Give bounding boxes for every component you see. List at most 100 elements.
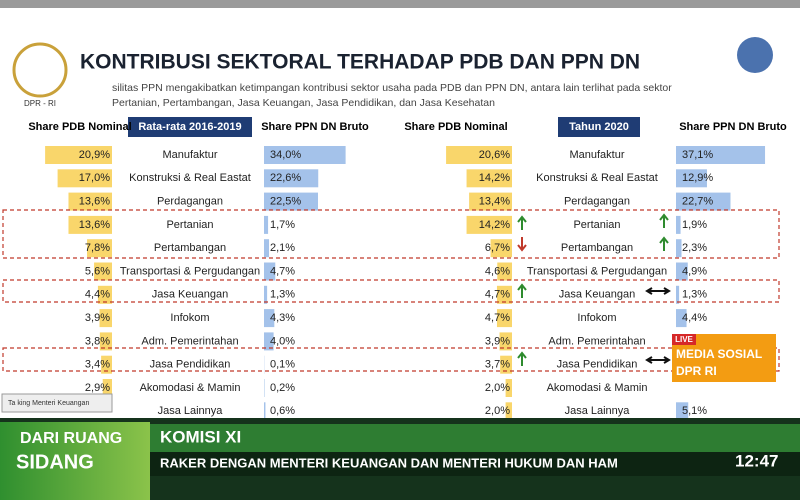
sector-label: Akomodasi & Mamin: [547, 382, 648, 394]
ppn-label: 12,9%: [682, 172, 713, 184]
column-header: Rata-rata 2016-2019: [138, 121, 241, 133]
pdb-label: 2,0%: [485, 405, 510, 417]
pdb-bar: [68, 192, 112, 211]
pdb-bar: [496, 309, 512, 328]
ppn-bar: [676, 309, 687, 328]
pdb-label: 2,0%: [485, 382, 510, 394]
pdb-label: 4,7%: [485, 312, 510, 324]
top-border: [0, 0, 800, 8]
pdb-label: 3,4%: [85, 359, 110, 371]
sector-label: Jasa Lainnya: [565, 405, 631, 417]
ppn-label: 4,7%: [270, 265, 295, 277]
sector-label: Jasa Pendidikan: [557, 359, 638, 371]
pdb-label: 14,2%: [479, 172, 510, 184]
pdb-label: 3,9%: [85, 312, 110, 324]
pdb-bar: [68, 215, 112, 234]
ppn-label: 2,3%: [682, 242, 707, 254]
ppn-bar: [264, 332, 274, 351]
sector-label: Adm. Pemerintahan: [141, 335, 238, 347]
ppn-bar: [264, 192, 318, 211]
pdb-bar: [446, 146, 512, 164]
arrow-up: [517, 351, 527, 366]
sector-label: Adm. Pemerintahan: [548, 335, 645, 347]
ppn-bar: [264, 169, 319, 188]
ppn-bar: [264, 146, 346, 164]
sector-label: Manufaktur: [569, 149, 624, 161]
column-header: Share PDB Nominal: [28, 121, 131, 133]
sector-label: Akomodasi & Mamin: [140, 382, 241, 394]
pdb-bar: [466, 215, 512, 234]
ppn-label: 1,3%: [682, 289, 707, 301]
sector-label: Pertambangan: [561, 242, 633, 254]
pdb-bar: [499, 332, 512, 351]
ppn-label: 37,1%: [682, 149, 713, 161]
column-header: Share PPN DN Bruto: [679, 121, 787, 133]
program-box: [0, 422, 150, 500]
period-box: [128, 117, 252, 137]
pdb-bar: [500, 355, 512, 374]
highlight-boxes: [2, 209, 780, 372]
pdb-bar: [497, 262, 512, 281]
pdb-label: 7,8%: [85, 242, 110, 254]
logo-text: DPR - RI: [24, 99, 56, 108]
caption: Ta king Menteri Keuangan: [8, 400, 89, 407]
pdb-label: 20,9%: [79, 149, 110, 161]
pdb-label: 14,2%: [479, 219, 510, 231]
ppn-label: 0,2%: [270, 382, 295, 394]
ppn-label: 4,0%: [270, 335, 295, 347]
arrow-equal: [645, 356, 671, 364]
headline: RAKER DENGAN MENTERI KEUANGAN DAN MENTER…: [160, 455, 618, 470]
ppn-label: 22,7%: [682, 196, 713, 208]
ppn-label: 34,0%: [270, 149, 301, 161]
sector-label: Perdagangan: [157, 196, 223, 208]
pdb-label: 20,6%: [479, 149, 510, 161]
ppn-label: 1,7%: [270, 219, 295, 231]
ppn-bar: [264, 285, 268, 304]
pdb-bar: [496, 285, 512, 304]
pdb-label: 17,0%: [79, 172, 110, 184]
pdb-bar: [57, 169, 112, 188]
ppn-label: 0,6%: [270, 405, 295, 417]
ppn-label: 4,4%: [682, 312, 707, 324]
social-name: MEDIA SOSIAL: [676, 347, 762, 361]
period-box: [558, 117, 640, 137]
sector-label: Pertanian: [573, 219, 620, 231]
pdb-label: 3,7%: [485, 359, 510, 371]
arrow-up: [659, 213, 669, 228]
pdb-label: 6,7%: [485, 242, 510, 254]
pdb-bar: [466, 169, 512, 188]
sector-label: Perdagangan: [564, 196, 630, 208]
column-header: Share PDB Nominal: [404, 121, 507, 133]
pdb-label: 13,6%: [79, 219, 110, 231]
pdb-label: 13,4%: [479, 196, 510, 208]
ppn-label: 4,3%: [270, 312, 295, 324]
live-label: LIVE: [675, 335, 693, 344]
sector-label: Pertambangan: [154, 242, 226, 254]
highlight-box: [2, 209, 780, 259]
pdb-bar: [99, 309, 112, 328]
trend-arrows: [517, 213, 671, 366]
caption-box: [1, 393, 113, 413]
program: DARI RUANG: [20, 430, 122, 447]
pdb-bar: [505, 379, 512, 397]
pdb-bar: [102, 379, 112, 397]
pdb-bar: [97, 285, 112, 304]
pdb-label: 3,9%: [485, 335, 510, 347]
arrow-down: [517, 237, 527, 252]
pdb-bar: [99, 332, 112, 351]
pdb-label: 13,6%: [79, 196, 110, 208]
column-header: Share PPN DN Bruto: [261, 121, 369, 133]
sector-label: Jasa Lainnya: [158, 405, 224, 417]
ppn-bar: [676, 239, 682, 258]
pdb-label: 4,7%: [485, 289, 510, 301]
ppn-bar: [264, 309, 275, 328]
ppn-bar: [676, 285, 680, 304]
subtitle: silitas PPN mengakibatkan ketimpangan ko…: [112, 82, 672, 94]
sector-label: Manufaktur: [162, 149, 217, 161]
sector-label: Infokom: [170, 312, 209, 324]
ppn-bar: [676, 215, 681, 234]
ppn-bar: [676, 262, 688, 281]
sector-label: Jasa Keuangan: [152, 289, 228, 301]
ppn-label: 1,3%: [270, 289, 295, 301]
table-body: 20,9% 34,0% Manufaktur 20,6% 37,1% Manufaktur…: [45, 146, 766, 421]
